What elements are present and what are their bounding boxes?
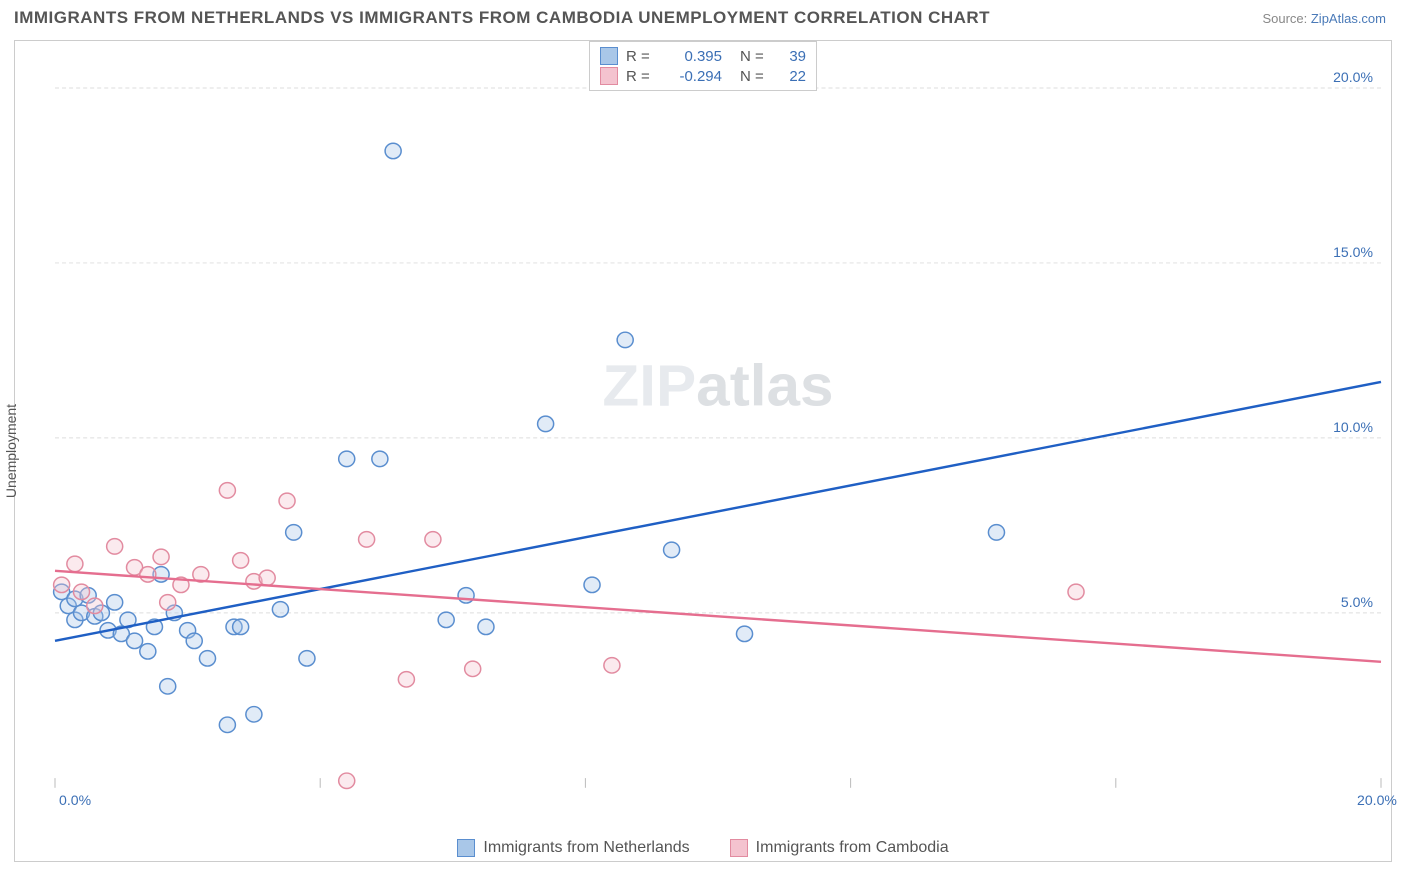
svg-text:ZIPatlas: ZIPatlas xyxy=(602,353,833,419)
n-label: N = xyxy=(740,48,768,65)
legend-row-netherlands: R = 0.395 N = 39 xyxy=(600,46,806,66)
swatch-blue xyxy=(457,839,475,857)
source-attribution: Source: ZipAtlas.com xyxy=(1262,11,1386,26)
legend-label: Immigrants from Netherlands xyxy=(483,839,689,857)
n-value: 39 xyxy=(776,48,806,65)
n-label: N = xyxy=(740,68,768,85)
legend-label: Immigrants from Cambodia xyxy=(756,839,949,857)
legend-row-cambodia: R = -0.294 N = 22 xyxy=(600,66,806,86)
r-label: R = xyxy=(626,68,654,85)
legend-item-netherlands: Immigrants from Netherlands xyxy=(457,839,689,857)
swatch-blue xyxy=(600,47,618,65)
svg-text:15.0%: 15.0% xyxy=(1333,245,1373,260)
y-axis-label: Unemployment xyxy=(3,404,19,498)
source-link[interactable]: ZipAtlas.com xyxy=(1311,11,1386,26)
svg-text:5.0%: 5.0% xyxy=(1341,595,1373,610)
chart-container: Unemployment 5.0%10.0%15.0%20.0%0.0%20.0… xyxy=(14,40,1392,862)
swatch-pink xyxy=(730,839,748,857)
series-legend: Immigrants from Netherlands Immigrants f… xyxy=(15,839,1391,857)
svg-text:20.0%: 20.0% xyxy=(1357,793,1397,808)
legend-item-cambodia: Immigrants from Cambodia xyxy=(730,839,949,857)
page-title: IMMIGRANTS FROM NETHERLANDS VS IMMIGRANT… xyxy=(14,8,990,28)
svg-text:0.0%: 0.0% xyxy=(59,793,91,808)
svg-text:20.0%: 20.0% xyxy=(1333,70,1373,85)
header: IMMIGRANTS FROM NETHERLANDS VS IMMIGRANT… xyxy=(0,0,1406,32)
correlation-legend: R = 0.395 N = 39 R = -0.294 N = 22 xyxy=(589,41,817,91)
r-label: R = xyxy=(626,48,654,65)
n-value: 22 xyxy=(776,68,806,85)
plot-area: 5.0%10.0%15.0%20.0%0.0%20.0%ZIPatlas xyxy=(55,53,1381,811)
swatch-pink xyxy=(600,67,618,85)
source-prefix: Source: xyxy=(1262,11,1310,26)
svg-text:10.0%: 10.0% xyxy=(1333,420,1373,435)
chart-svg: 5.0%10.0%15.0%20.0%0.0%20.0%ZIPatlas xyxy=(55,53,1381,811)
r-value: 0.395 xyxy=(662,48,722,65)
r-value: -0.294 xyxy=(662,68,722,85)
